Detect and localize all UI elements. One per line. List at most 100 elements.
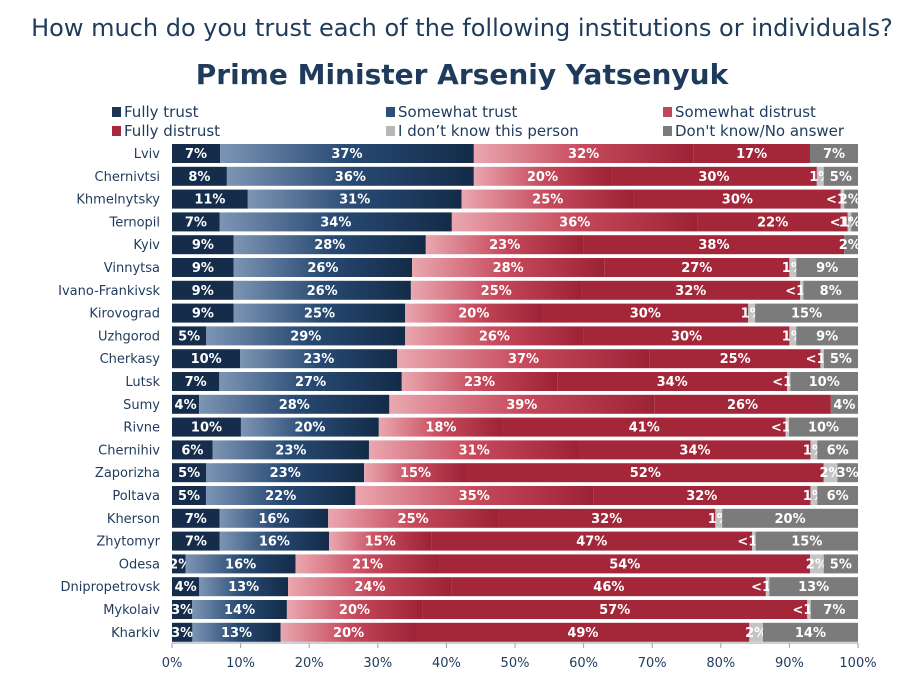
bar-somewhat-distrust (389, 394, 655, 414)
bar-somewhat-distrust (410, 280, 582, 300)
data-label: 38% (698, 238, 729, 253)
bar-somewhat-distrust (461, 189, 634, 209)
bar-somewhat-trust (233, 303, 406, 323)
data-label: 32% (675, 284, 706, 299)
bar-somewhat-trust (233, 235, 426, 255)
legend-label: Somewhat distrust (675, 103, 816, 121)
data-label: 22% (265, 489, 296, 504)
bar-i-don-t-know-this-person (789, 258, 797, 277)
data-label: 9% (816, 329, 838, 344)
bar-don-t-know-no-answer (851, 212, 858, 232)
data-label: 29% (290, 329, 321, 344)
data-label: 27% (681, 261, 712, 276)
x-tick-label: 0% (162, 656, 183, 671)
data-label: 23% (464, 375, 495, 390)
data-label: 25% (304, 307, 335, 322)
data-label: 6% (181, 443, 203, 458)
bar-don-t-know-no-answer (823, 554, 858, 574)
bar-fully-distrust (593, 486, 811, 505)
bar-somewhat-trust (219, 372, 402, 391)
bar-somewhat-distrust (405, 303, 543, 323)
data-label: 2% (839, 238, 861, 253)
bar-somewhat-distrust (280, 622, 417, 642)
bar-i-don-t-know-this-person (816, 166, 824, 186)
bar-don-t-know-no-answer (809, 144, 858, 163)
data-label: 4% (175, 580, 197, 595)
data-label: 37% (331, 147, 362, 162)
bar-don-t-know-no-answer (830, 394, 858, 414)
data-label: 7% (823, 147, 845, 162)
bar-fully-distrust (654, 394, 831, 414)
bar-fully-distrust (416, 622, 750, 642)
data-label: 13% (228, 580, 259, 595)
data-label: 23% (270, 466, 301, 481)
data-label: 46% (593, 580, 624, 595)
data-label: 14% (224, 603, 255, 618)
data-label: 30% (722, 193, 753, 208)
bar-i-don-t-know-this-person (787, 372, 791, 391)
bar-fully-trust (172, 463, 207, 483)
data-label: 20% (527, 170, 558, 185)
bar-fully-distrust (693, 144, 810, 163)
bar-i-don-t-know-this-person (810, 486, 818, 505)
bar-somewhat-distrust (328, 531, 432, 551)
data-label: 24% (354, 580, 385, 595)
category-label: Khmelnytsky (76, 193, 160, 208)
category-label: Kherson (107, 512, 160, 527)
data-label: 49% (567, 626, 598, 641)
category-label: Uzhgorod (98, 329, 160, 344)
bar-fully-distrust (604, 258, 790, 277)
bar-somewhat-distrust (401, 372, 558, 391)
data-label: 11% (194, 193, 225, 208)
legend-swatch (112, 126, 121, 136)
data-label: 20% (458, 307, 489, 322)
data-label: 15% (400, 466, 431, 481)
data-label: 16% (259, 535, 290, 550)
legend-item: Somewhat trust (386, 104, 517, 120)
data-label: 6% (827, 443, 849, 458)
x-tick-label: 10% (226, 656, 255, 671)
data-label: 28% (493, 261, 524, 276)
data-label: 36% (335, 170, 366, 185)
bar-somewhat-trust (219, 212, 452, 232)
bar-i-don-t-know-this-person (840, 189, 845, 209)
category-label: Chernihiv (98, 443, 160, 458)
data-label: 47% (576, 535, 607, 550)
legend-label: Somewhat trust (398, 103, 518, 121)
bar-somewhat-trust (247, 189, 462, 209)
data-label: 26% (727, 398, 758, 413)
category-label: Lutsk (125, 375, 160, 390)
bar-fully-distrust (583, 235, 845, 255)
bar-fully-trust (172, 440, 213, 460)
bar-somewhat-trust (233, 258, 413, 277)
data-label: 57% (599, 603, 630, 618)
data-label: 34% (320, 215, 351, 230)
data-label: 17% (736, 147, 767, 162)
bar-somewhat-trust (240, 417, 379, 437)
data-label: 7% (185, 375, 207, 390)
bar-i-don-t-know-this-person (715, 508, 723, 528)
data-label: 2% (169, 557, 191, 572)
bar-fully-trust (172, 303, 234, 323)
data-label: 5% (178, 489, 200, 504)
bar-don-t-know-no-answer (817, 486, 858, 505)
data-label: 23% (275, 443, 306, 458)
bar-somewhat-trust (199, 394, 390, 414)
bar-fully-trust (172, 326, 207, 346)
bar-somewhat-distrust (405, 326, 584, 346)
bar-don-t-know-no-answer (789, 417, 858, 437)
bar-fully-distrust (633, 189, 841, 209)
data-label: 41% (629, 421, 660, 436)
data-label: 2% (839, 193, 861, 208)
x-tick-label: 70% (638, 656, 667, 671)
bar-fully-distrust (451, 577, 766, 597)
data-label: 2% (806, 557, 828, 572)
category-label: Chernivtsi (95, 170, 160, 185)
data-label: 34% (657, 375, 688, 390)
data-label: 25% (481, 284, 512, 299)
data-label: 30% (671, 329, 702, 344)
data-label: 16% (225, 557, 256, 572)
data-label: 34% (679, 443, 710, 458)
x-tick-label: 30% (363, 656, 392, 671)
bar-fully-trust (172, 577, 200, 597)
